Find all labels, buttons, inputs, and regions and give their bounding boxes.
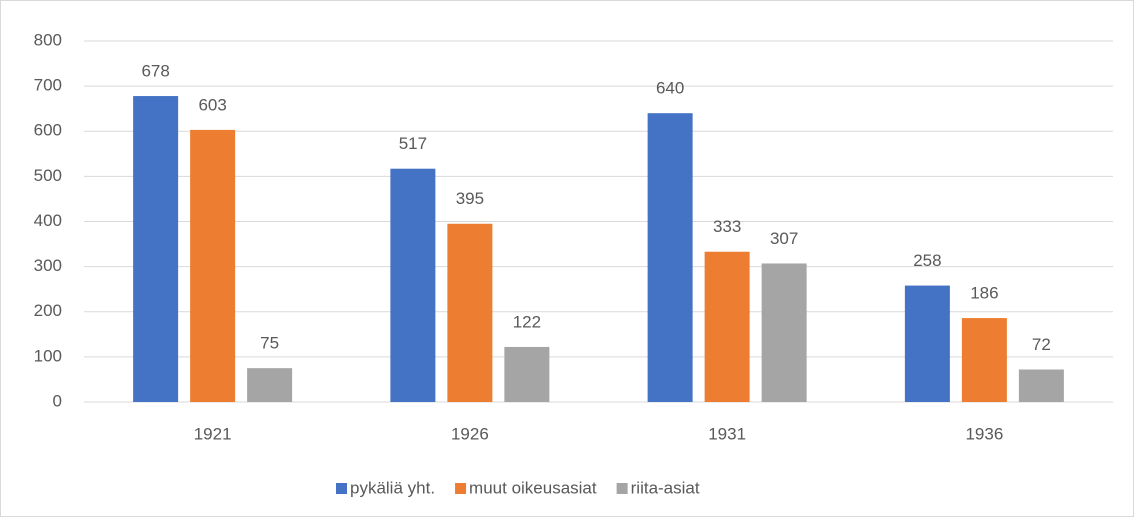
data-label: 122 [513,312,541,331]
data-label: 395 [456,189,484,208]
data-label: 603 [198,95,226,114]
bar [190,129,236,403]
y-tick-label: 500 [34,166,62,185]
bar [904,285,950,402]
legend-label: pykäliä yht. [350,478,435,497]
bar [761,263,807,402]
x-tick-label: 1931 [708,424,746,443]
x-tick-label: 1936 [965,424,1003,443]
data-label: 72 [1032,335,1051,354]
x-tick-label: 1926 [451,424,489,443]
legend-swatch [616,483,628,494]
data-label: 517 [399,134,427,153]
y-tick-label: 200 [34,301,62,320]
bar [1018,369,1064,402]
legend-swatch [336,483,347,494]
y-tick-label: 400 [34,211,62,230]
data-label: 307 [770,229,798,248]
bar [961,318,1007,402]
bar [390,168,436,402]
data-label: 678 [141,62,169,81]
y-tick-label: 300 [34,256,62,275]
legend-label: riita-asiat [631,478,700,497]
y-tick-label: 700 [34,76,62,95]
data-label: 75 [260,334,279,353]
bar [133,96,179,403]
y-tick-label: 0 [53,391,62,410]
y-tick-label: 100 [34,346,62,365]
bar [247,368,293,402]
data-label: 186 [970,284,998,303]
y-tick-label: 800 [34,30,62,49]
data-label: 640 [656,79,684,98]
bar [704,251,750,402]
y-tick-label: 600 [34,121,62,140]
data-label: 333 [713,217,741,236]
bar [447,223,493,402]
bar [647,113,693,402]
x-tick-label: 1921 [194,424,232,443]
bar [504,346,550,402]
legend-label: muut oikeusasiat [469,478,597,497]
legend-swatch [455,483,467,494]
data-label: 258 [913,251,941,270]
